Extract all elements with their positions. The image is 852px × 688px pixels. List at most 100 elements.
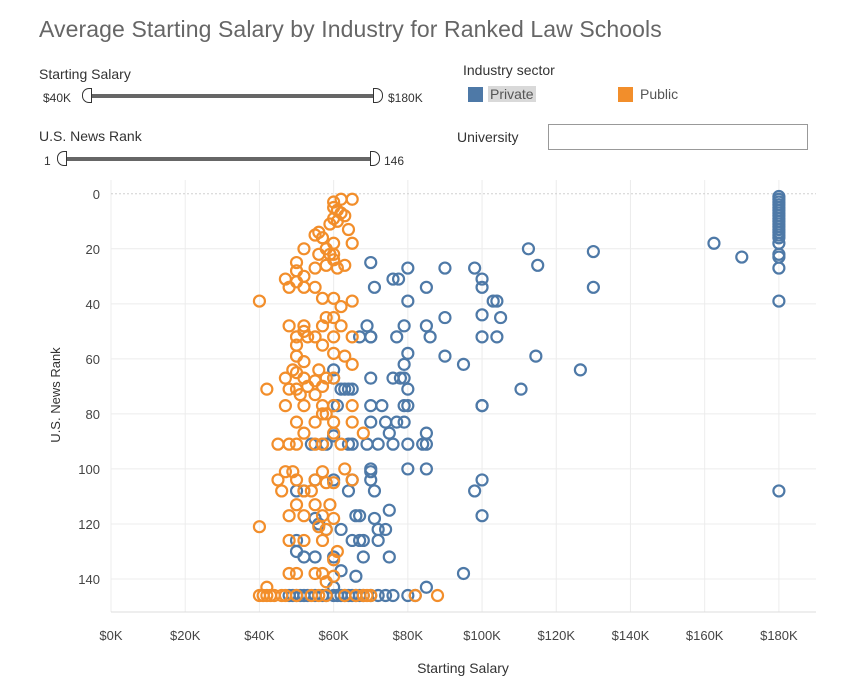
- data-point-public: [308, 261, 322, 275]
- data-point-private: [397, 415, 411, 429]
- data-point-private: [364, 415, 378, 429]
- y-tick-label: 100: [78, 462, 100, 477]
- y-axis-label: U.S. News Rank: [48, 347, 63, 443]
- data-point-public: [308, 415, 322, 429]
- data-point-public: [330, 261, 344, 275]
- y-tick-label: 20: [86, 242, 100, 257]
- y-tick-label: 60: [86, 352, 100, 367]
- data-point-private: [401, 462, 415, 476]
- rank-slider-max-handle[interactable]: [370, 151, 380, 166]
- university-filter-label: University: [457, 129, 519, 145]
- data-point-public: [297, 509, 311, 523]
- data-point-private: [772, 294, 786, 308]
- data-point-public: [334, 437, 348, 451]
- data-point-public: [338, 462, 352, 476]
- data-point-private: [386, 437, 400, 451]
- x-axis-label: Starting Salary: [417, 660, 509, 676]
- data-point-public: [271, 437, 285, 451]
- legend-label-private[interactable]: Private: [488, 86, 536, 102]
- data-point-public: [327, 399, 341, 413]
- legend-label-public[interactable]: Public: [640, 86, 679, 102]
- data-point-private: [371, 533, 385, 548]
- x-tick-label: $100K: [463, 628, 501, 643]
- data-point-private: [397, 357, 411, 371]
- data-point-private: [353, 533, 367, 548]
- data-point-public: [304, 484, 318, 498]
- salary-slider-max-handle[interactable]: [373, 88, 383, 103]
- rank-slider-track[interactable]: [62, 157, 376, 161]
- data-point-public: [297, 399, 311, 413]
- data-point-private: [353, 330, 367, 344]
- data-point-private: [308, 550, 322, 564]
- data-point-private: [390, 330, 404, 344]
- data-point-private: [475, 272, 489, 286]
- university-search-input[interactable]: [548, 124, 808, 150]
- salary-slider-min-handle[interactable]: [82, 88, 92, 103]
- data-point-private: [401, 346, 415, 360]
- data-point-public: [289, 255, 304, 270]
- data-point-public: [278, 465, 292, 479]
- data-point-private: [364, 465, 378, 479]
- data-point-private: [475, 509, 489, 523]
- rank-filter-max: 146: [384, 154, 405, 168]
- data-point-public: [282, 437, 296, 451]
- data-point-public: [278, 371, 292, 385]
- data-point-private: [341, 484, 356, 498]
- data-point-private: [382, 503, 396, 517]
- data-point-private: [397, 399, 411, 413]
- data-point-private: [382, 550, 396, 564]
- data-point-private: [364, 330, 378, 344]
- rank-filter-min: 1: [44, 154, 51, 168]
- data-point-private: [364, 255, 378, 270]
- data-point-public: [345, 473, 359, 487]
- data-point-private: [490, 294, 504, 308]
- data-point-public: [408, 588, 422, 603]
- data-point-private: [341, 437, 356, 451]
- data-point-public: [319, 476, 333, 490]
- data-point-private: [390, 415, 404, 429]
- data-point-private: [772, 231, 786, 245]
- data-point-public: [315, 465, 330, 479]
- data-point-private: [356, 533, 370, 548]
- data-point-public: [301, 379, 315, 393]
- salary-slider-track[interactable]: [88, 94, 378, 98]
- data-point-public: [312, 363, 326, 377]
- data-point-private: [456, 566, 471, 581]
- data-point-public: [323, 217, 337, 231]
- data-point-public: [327, 291, 341, 305]
- axes: $0K $20K $40K $60K $80K $100K $120K $140K $160K $…: [78, 187, 816, 643]
- legend-swatch-private[interactable]: [468, 87, 483, 102]
- data-point-public: [308, 498, 322, 512]
- rank-slider-min-handle[interactable]: [57, 151, 67, 166]
- data-point-public: [327, 476, 341, 490]
- legend-swatch-public[interactable]: [618, 87, 633, 102]
- points: [252, 189, 786, 603]
- data-point-public: [275, 588, 289, 603]
- data-point-public: [315, 231, 330, 245]
- data-point-public: [297, 319, 311, 333]
- data-point-public: [289, 437, 304, 451]
- data-point-public: [334, 319, 348, 333]
- data-point-public: [345, 399, 359, 413]
- data-point-public: [278, 399, 292, 413]
- data-point-public: [338, 349, 352, 363]
- data-point-private: [419, 319, 433, 333]
- data-point-private: [514, 382, 528, 396]
- data-point-private: [416, 437, 430, 451]
- data-point-private: [401, 261, 415, 275]
- data-point-public: [341, 222, 356, 237]
- data-point-private: [475, 308, 489, 322]
- data-point-public: [315, 338, 330, 352]
- data-point-private: [468, 261, 482, 275]
- data-point-private: [386, 588, 400, 603]
- data-point-public: [345, 236, 359, 250]
- data-point-public: [345, 192, 359, 206]
- data-point-private: [401, 437, 415, 451]
- data-point-public: [297, 242, 311, 256]
- data-point-public: [360, 588, 374, 603]
- data-point-public: [430, 588, 445, 603]
- data-point-public: [308, 388, 322, 402]
- data-point-private: [529, 349, 543, 363]
- data-point-public: [271, 473, 285, 487]
- data-point-private: [475, 473, 489, 487]
